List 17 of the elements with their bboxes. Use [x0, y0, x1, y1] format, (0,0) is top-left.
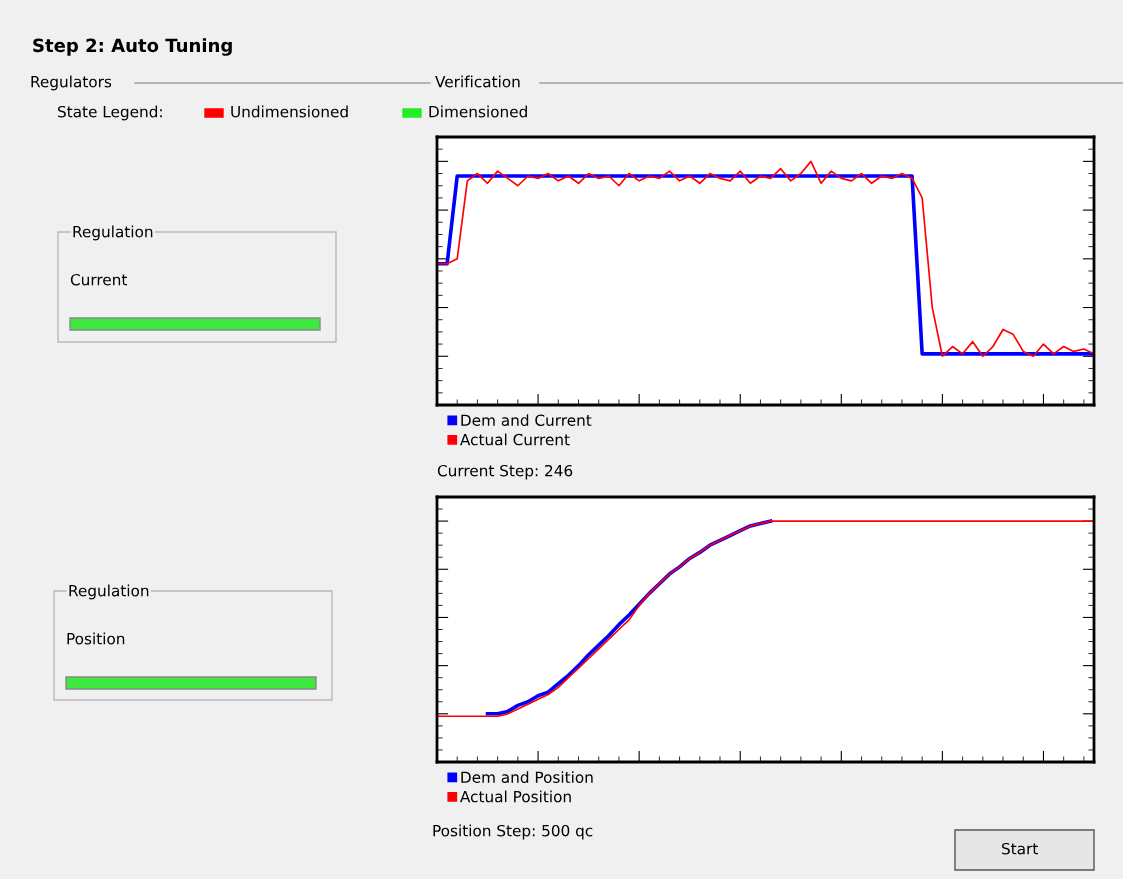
- text: Current: [70, 273, 128, 286]
- text: Regulation: [73, 225, 153, 241]
- text: Step 2: Auto Tuning: [33, 38, 232, 56]
- legend-label: Dem and Current: [461, 414, 592, 426]
- text: Current Step: 246: [437, 464, 573, 480]
- text: Position Step: 500 qc: [433, 824, 593, 840]
- text: Regulators: [31, 75, 112, 91]
- legend-label: Actual Position: [460, 790, 571, 803]
- legend-label: Dem and Position: [461, 771, 593, 783]
- legend-label: Actual Current: [460, 433, 570, 446]
- text: Dimensioned: [429, 105, 527, 118]
- text: Start: [1002, 842, 1038, 855]
- text: State Legend:: [58, 105, 162, 121]
- text: Verification: [435, 75, 520, 88]
- text: Undimensioned: [231, 105, 348, 118]
- text: Position: [67, 632, 125, 645]
- text: Regulation: [69, 584, 149, 600]
